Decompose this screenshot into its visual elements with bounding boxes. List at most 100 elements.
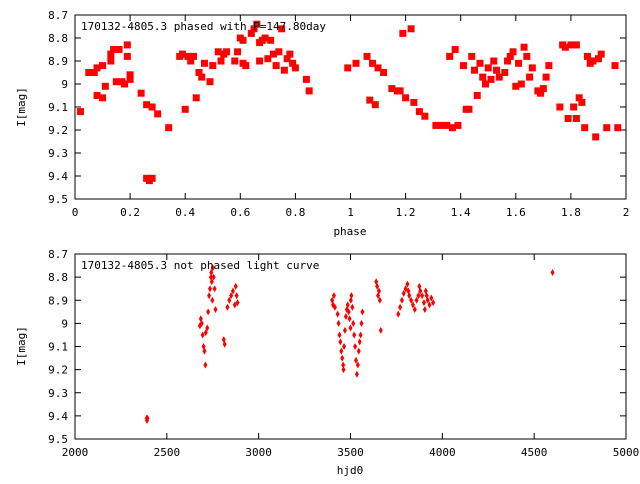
data-point bbox=[148, 103, 156, 111]
data-point bbox=[537, 89, 545, 97]
data-point bbox=[165, 124, 173, 132]
data-point bbox=[517, 80, 525, 88]
y-tick-label: 8.8 bbox=[48, 271, 68, 284]
y-tick-label: 9.2 bbox=[48, 124, 68, 137]
data-point bbox=[523, 52, 531, 60]
data-point bbox=[210, 296, 215, 304]
data-point bbox=[556, 103, 564, 111]
data-point bbox=[212, 285, 217, 293]
data-point bbox=[217, 57, 225, 65]
data-point bbox=[121, 80, 129, 88]
data-point bbox=[415, 108, 423, 116]
data-point bbox=[261, 34, 269, 42]
data-point bbox=[481, 80, 489, 88]
data-point bbox=[421, 112, 429, 120]
data-point bbox=[199, 319, 204, 327]
data-point bbox=[269, 50, 277, 58]
data-point bbox=[342, 343, 347, 350]
data-point bbox=[470, 66, 478, 74]
data-point bbox=[305, 87, 313, 95]
data-point bbox=[198, 73, 206, 81]
data-point bbox=[528, 64, 536, 72]
data-point bbox=[107, 50, 115, 58]
data-point bbox=[578, 98, 586, 106]
data-point bbox=[409, 296, 414, 304]
y-tick-label: 9.4 bbox=[48, 170, 68, 183]
data-point bbox=[107, 57, 115, 65]
data-point bbox=[396, 87, 404, 95]
data-point bbox=[229, 292, 234, 300]
data-point bbox=[448, 124, 456, 132]
data-point bbox=[203, 329, 208, 337]
data-point bbox=[432, 121, 440, 129]
unphased-plot-title: 170132-4805.3 not phased light curve bbox=[81, 259, 319, 272]
data-point bbox=[232, 301, 237, 309]
y-tick-label: 9.4 bbox=[48, 410, 68, 423]
data-point bbox=[352, 331, 357, 339]
data-point bbox=[353, 343, 358, 350]
data-point bbox=[335, 310, 340, 318]
data-point bbox=[388, 85, 396, 93]
data-point bbox=[399, 296, 404, 304]
data-point bbox=[222, 340, 227, 348]
data-point bbox=[211, 273, 216, 281]
data-point bbox=[567, 41, 575, 49]
data-point bbox=[359, 319, 364, 327]
data-point bbox=[99, 62, 107, 70]
data-point bbox=[594, 55, 602, 63]
data-point bbox=[495, 73, 503, 81]
data-point bbox=[137, 89, 145, 97]
x-tick-label: 4000 bbox=[429, 446, 456, 459]
data-point bbox=[354, 356, 359, 364]
data-point bbox=[200, 331, 205, 339]
unphased-plot-ylabel: I[mag] bbox=[15, 326, 28, 366]
data-point bbox=[479, 73, 487, 81]
data-point bbox=[267, 36, 275, 44]
data-point bbox=[341, 366, 346, 374]
data-point bbox=[380, 69, 388, 76]
data-point bbox=[561, 43, 569, 51]
data-point bbox=[264, 55, 272, 63]
data-point bbox=[363, 52, 371, 60]
data-point bbox=[195, 69, 203, 76]
data-point bbox=[189, 52, 197, 60]
data-point bbox=[592, 133, 600, 141]
data-point bbox=[93, 64, 101, 72]
data-point bbox=[446, 52, 454, 60]
data-point bbox=[410, 301, 415, 309]
data-point bbox=[234, 48, 242, 56]
y-tick-label: 9.5 bbox=[48, 193, 68, 206]
data-point bbox=[572, 115, 580, 122]
data-point bbox=[583, 52, 591, 60]
data-point bbox=[209, 269, 214, 276]
data-point bbox=[422, 306, 427, 313]
data-point bbox=[429, 294, 434, 302]
data-point bbox=[250, 25, 258, 33]
x-tick-label: 2500 bbox=[154, 446, 181, 459]
data-point bbox=[407, 292, 412, 300]
data-point bbox=[342, 326, 347, 334]
data-point bbox=[407, 25, 415, 33]
data-point bbox=[468, 52, 476, 60]
data-point bbox=[421, 299, 426, 307]
unphased-plot: 2000 2500 3000 3500 4000 4500 5000 8.7 8.8 8.9 9 9.… bbox=[15, 248, 639, 477]
data-point bbox=[85, 69, 93, 76]
data-point bbox=[401, 289, 406, 297]
data-point bbox=[357, 338, 362, 346]
data-point bbox=[101, 82, 109, 90]
data-point bbox=[233, 282, 238, 290]
data-point bbox=[178, 50, 186, 58]
data-point bbox=[343, 312, 348, 320]
data-point bbox=[341, 361, 346, 369]
data-point bbox=[242, 62, 250, 70]
data-point bbox=[340, 354, 345, 362]
x-tick-label: 1.8 bbox=[561, 206, 581, 219]
data-point bbox=[123, 41, 131, 49]
data-point bbox=[520, 43, 528, 51]
data-point bbox=[597, 50, 605, 58]
data-point bbox=[376, 287, 381, 295]
data-point bbox=[253, 20, 261, 28]
data-point bbox=[336, 319, 341, 327]
data-point bbox=[112, 78, 120, 86]
data-point bbox=[490, 57, 498, 65]
